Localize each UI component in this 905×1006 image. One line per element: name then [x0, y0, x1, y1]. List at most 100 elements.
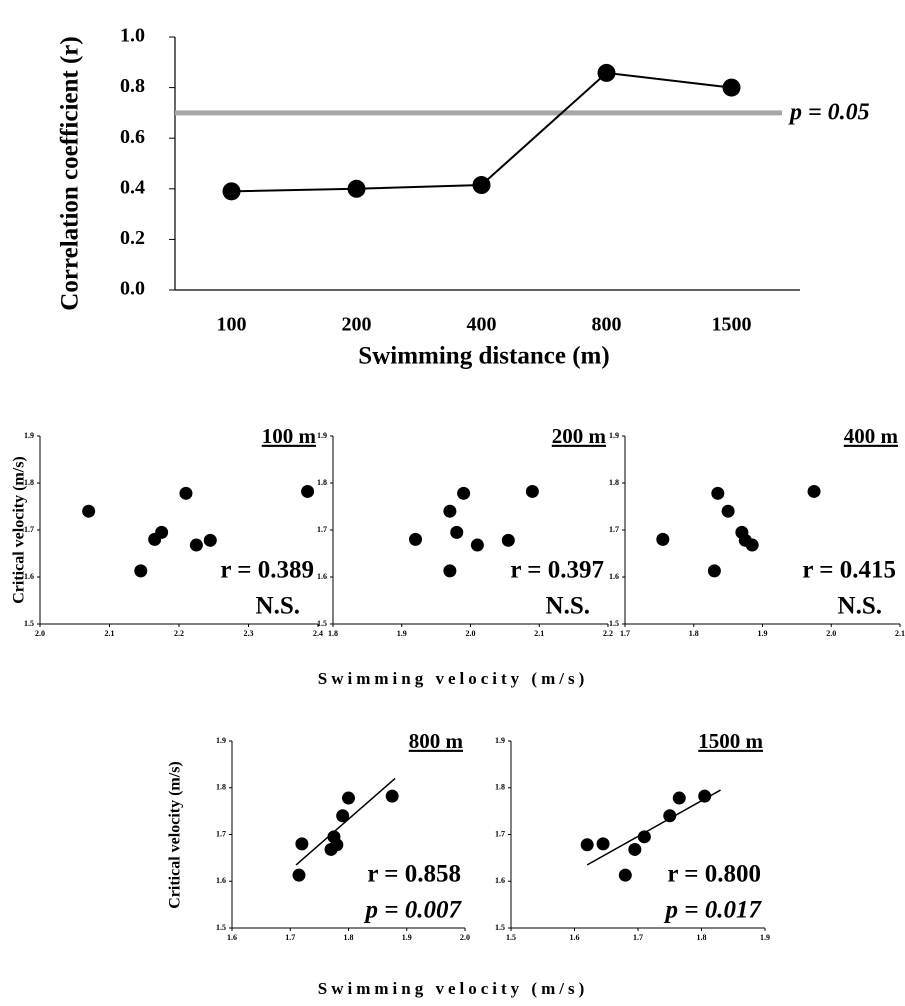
y-tick-label: 0.2: [120, 227, 145, 249]
point: [443, 564, 457, 578]
point: [155, 525, 169, 539]
x-tick-label: 1.9: [758, 629, 768, 638]
point: [409, 532, 422, 546]
x-tick-label: 1.8: [328, 629, 338, 638]
point: [656, 532, 670, 546]
x-tick-label: 1.9: [402, 933, 412, 942]
point: [457, 486, 471, 500]
x-tick-label: 1500: [712, 314, 752, 336]
point: [450, 525, 464, 539]
x-axis-label: Swimming velocity (m/s): [318, 669, 588, 688]
y-axis-label: Critical velocity (m/s): [11, 456, 28, 604]
x-tick-label: 1.7: [285, 933, 295, 942]
point: [745, 538, 759, 552]
x-tick-label: 1.9: [397, 629, 407, 638]
annotation: r = 0.415: [802, 557, 896, 584]
x-tick-label: 400: [467, 314, 497, 336]
annotation: N.S.: [838, 593, 882, 620]
x-tick-label: 2.1: [105, 629, 115, 638]
point: [470, 538, 484, 552]
point: [721, 504, 735, 518]
point: [295, 837, 309, 851]
point: [472, 176, 491, 195]
point: [347, 179, 366, 198]
x-tick-label: 2.2: [174, 629, 184, 638]
y-tick-label: 1.8: [317, 478, 327, 487]
point: [179, 486, 193, 500]
y-tick-label: 1.6: [317, 572, 327, 581]
point: [597, 63, 616, 82]
point: [330, 838, 344, 852]
x-tick-label: 2.0: [35, 629, 45, 638]
annotation: r = 0.389: [220, 557, 314, 584]
x-tick-label: 1.8: [697, 933, 707, 942]
point: [443, 504, 457, 518]
y-tick-label: 1.6: [609, 572, 619, 581]
point: [82, 504, 96, 518]
annotation: r = 0.397: [510, 557, 604, 584]
x-tick-label: 1.8: [344, 933, 354, 942]
x-tick-label: 2.3: [244, 629, 254, 638]
point: [580, 838, 594, 852]
fit-line: [586, 789, 721, 866]
panel-title: 200 m: [552, 424, 607, 448]
fit-line: [295, 777, 396, 866]
point: [637, 830, 651, 844]
y-tick-label: 1.9: [495, 736, 505, 745]
panel-title: 400 m: [844, 424, 899, 448]
point: [711, 486, 725, 500]
x-tick-label: 1.8: [689, 629, 699, 638]
annotation: N.S.: [546, 593, 590, 620]
y-tick-label: 1.0: [120, 25, 145, 47]
y-tick-label: 1.9: [216, 736, 226, 745]
point: [292, 868, 306, 882]
y-tick-label: 1.9: [609, 431, 619, 440]
point: [222, 182, 241, 201]
y-tick-label: 1.9: [24, 431, 34, 440]
x-tick-label: 2.1: [534, 629, 544, 638]
y-tick-label: 1.6: [495, 876, 505, 885]
point: [336, 809, 350, 823]
point: [596, 837, 610, 851]
threshold-label: p = 0.05: [788, 99, 870, 125]
point: [628, 842, 642, 856]
y-tick-label: 1.7: [216, 829, 226, 838]
annotation: r = 0.800: [667, 861, 761, 888]
point: [301, 484, 315, 498]
x-tick-label: 1.9: [760, 933, 770, 942]
x-tick-label: 2.0: [826, 629, 836, 638]
y-tick-label: 0.4: [120, 176, 145, 198]
point: [707, 564, 721, 578]
x-tick-label: 800: [592, 314, 622, 336]
point: [807, 484, 821, 498]
point: [672, 791, 686, 805]
x-axis-label: Swimming distance (m): [358, 343, 609, 370]
point: [698, 789, 712, 803]
point: [501, 533, 515, 547]
x-axis-label: Swimming velocity (m/s): [318, 979, 588, 998]
y-tick-label: 1.7: [317, 525, 327, 534]
point: [618, 868, 632, 882]
y-tick-label: 1.7: [609, 525, 619, 534]
x-tick-label: 200: [342, 314, 372, 336]
x-tick-label: 1.6: [227, 933, 237, 942]
y-tick-label: 1.9: [317, 431, 327, 440]
x-tick-label: 2.1: [895, 629, 905, 638]
point: [134, 564, 148, 578]
point: [342, 791, 355, 805]
y-tick-label: 1.5: [216, 923, 226, 932]
y-tick-label: 1.8: [24, 478, 34, 487]
y-tick-label: 0.6: [120, 126, 145, 148]
x-tick-label: 1.6: [570, 933, 580, 942]
y-tick-label: 1.5: [495, 923, 505, 932]
y-tick-label: 1.5: [24, 619, 34, 628]
annotation: N.S.: [256, 593, 300, 620]
point: [525, 484, 539, 498]
y-tick-label: 1.7: [495, 829, 505, 838]
x-tick-label: 2.0: [466, 629, 476, 638]
x-tick-label: 2.0: [460, 933, 470, 942]
x-tick-label: 2.2: [603, 629, 613, 638]
y-tick-label: 1.5: [317, 619, 327, 628]
line: [231, 71, 732, 193]
